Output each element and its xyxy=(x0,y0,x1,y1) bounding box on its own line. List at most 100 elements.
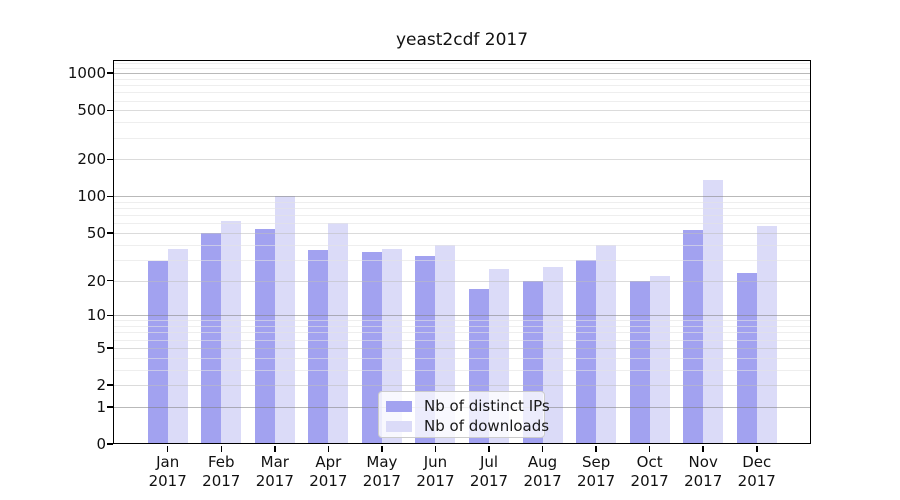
gridline-minor-90 xyxy=(113,201,811,203)
x-tick-label-jun: Jun 2017 xyxy=(405,453,465,491)
x-tick-mark-dec xyxy=(756,445,758,452)
x-tick-label-month: Feb xyxy=(207,453,235,471)
x-tick-label-may: May 2017 xyxy=(352,453,412,491)
x-tick-label-month: Nov xyxy=(688,453,718,471)
y-tick-mark-1 xyxy=(107,406,113,408)
gridline-1000 xyxy=(113,73,811,75)
y-tick-mark-1000 xyxy=(107,72,113,74)
x-tick-label-year: 2017 xyxy=(416,472,455,490)
legend-label-distinct-ips: Nb of distinct IPs xyxy=(424,397,550,415)
gridline-minor-8 xyxy=(113,326,811,328)
x-tick-label-month: Jun xyxy=(423,453,448,471)
gridline-minor-700 xyxy=(113,92,811,94)
x-tick-mark-aug xyxy=(541,445,544,452)
gridline-100 xyxy=(113,196,811,198)
x-tick-label-month: Jul xyxy=(479,453,499,471)
x-tick-mark-mar xyxy=(274,445,276,452)
x-tick-label-month: Oct xyxy=(636,453,663,471)
y-tick-label-50: 50 xyxy=(86,223,106,242)
gridline-minor-1200 xyxy=(113,63,811,65)
x-tick-label-jan: Jan 2017 xyxy=(138,453,198,491)
bar-distinct-ips-dec xyxy=(736,273,757,444)
bar-distinct-ips-feb xyxy=(201,233,222,444)
gridline-minor-300 xyxy=(113,137,811,139)
x-tick-mark-apr xyxy=(327,445,330,452)
y-tick-label-1000: 1000 xyxy=(67,64,106,83)
x-tick-label-year: 2017 xyxy=(577,472,616,490)
x-tick-label-sep: Sep 2017 xyxy=(566,453,626,491)
legend-item-distinct-ips: Nb of distinct IPs xyxy=(379,396,550,416)
x-tick-label-year: 2017 xyxy=(523,472,562,490)
y-tick-mark-100 xyxy=(107,195,113,198)
y-tick-mark-2 xyxy=(107,384,113,386)
gridline-2 xyxy=(113,385,811,387)
bar-distinct-ips-oct xyxy=(629,280,650,444)
x-tick-mark-feb xyxy=(220,445,222,452)
gridline-10 xyxy=(113,315,811,317)
x-tick-label-month: Aug xyxy=(527,453,558,471)
x-tick-mark-oct xyxy=(648,445,651,452)
x-tick-label-month: Dec xyxy=(742,453,772,471)
gridline-minor-3 xyxy=(113,369,811,371)
x-tick-label-feb: Feb 2017 xyxy=(191,453,251,491)
x-tick-mark-sep xyxy=(595,445,597,452)
x-tick-label-year: 2017 xyxy=(469,472,509,490)
x-tick-label-year: 2017 xyxy=(630,472,669,490)
x-tick-label-month: Mar xyxy=(260,453,289,471)
gridline-minor-1100 xyxy=(113,68,811,70)
x-tick-mark-jan xyxy=(166,445,169,452)
x-tick-mark-jul xyxy=(488,445,490,452)
gridline-minor-70 xyxy=(113,215,811,217)
gridline-20 xyxy=(113,280,811,282)
y-tick-mark-0 xyxy=(107,443,113,445)
x-tick-label-year: 2017 xyxy=(737,472,776,490)
y-tick-label-10: 10 xyxy=(86,306,106,325)
chart-title: yeast2cdf 2017 xyxy=(395,30,529,50)
x-tick-label-jul: Jul 2017 xyxy=(459,453,519,491)
x-tick-label-year: 2017 xyxy=(202,472,241,490)
gridline-minor-900 xyxy=(113,78,811,80)
y-tick-label-2: 2 xyxy=(96,376,106,395)
x-tick-mark-may xyxy=(381,445,383,452)
x-tick-label-year: 2017 xyxy=(362,472,401,490)
gridline-minor-800 xyxy=(113,85,811,87)
x-tick-label-year: 2017 xyxy=(309,472,348,490)
x-tick-label-mar: Mar 2017 xyxy=(245,453,305,491)
gridline-minor-60 xyxy=(113,223,811,225)
gridline-minor-30 xyxy=(113,259,811,261)
x-tick-label-apr: Apr 2017 xyxy=(298,453,358,491)
legend-item-downloads: Nb of downloads xyxy=(379,416,549,436)
y-tick-mark-50 xyxy=(107,232,113,234)
x-tick-label-month: May xyxy=(366,453,398,471)
legend-swatch-distinct-ips xyxy=(386,400,412,412)
y-tick-mark-10 xyxy=(107,314,113,317)
y-tick-mark-20 xyxy=(107,279,113,282)
x-tick-label-month: Apr xyxy=(315,453,342,471)
gridline-minor-7 xyxy=(113,332,811,334)
bar-downloads-mar xyxy=(274,196,295,444)
bar-downloads-nov xyxy=(703,180,724,444)
y-tick-mark-5 xyxy=(107,347,113,349)
x-tick-mark-jun xyxy=(434,445,437,452)
y-tick-label-200: 200 xyxy=(77,150,106,169)
bar-distinct-ips-apr xyxy=(308,250,329,444)
gridline-500 xyxy=(113,110,811,112)
bar-downloads-jan xyxy=(167,248,188,444)
gridline-minor-80 xyxy=(113,208,811,210)
gridline-minor-4 xyxy=(113,357,811,359)
bar-downloads-dec xyxy=(756,226,777,444)
gridline-minor-600 xyxy=(113,100,811,102)
x-tick-label-nov: Nov 2017 xyxy=(673,453,733,491)
y-tick-mark-500 xyxy=(107,109,113,112)
x-tick-mark-nov xyxy=(702,445,704,452)
bar-distinct-ips-jan xyxy=(147,261,168,444)
gridline-200 xyxy=(113,159,811,161)
y-tick-label-20: 20 xyxy=(86,271,106,290)
y-tick-mark-200 xyxy=(107,158,113,161)
x-tick-label-year: 2017 xyxy=(684,472,723,490)
gridline-5 xyxy=(113,347,811,349)
y-tick-label-100: 100 xyxy=(77,187,106,206)
plot-area xyxy=(113,60,811,444)
y-tick-label-1: 1 xyxy=(96,397,106,416)
